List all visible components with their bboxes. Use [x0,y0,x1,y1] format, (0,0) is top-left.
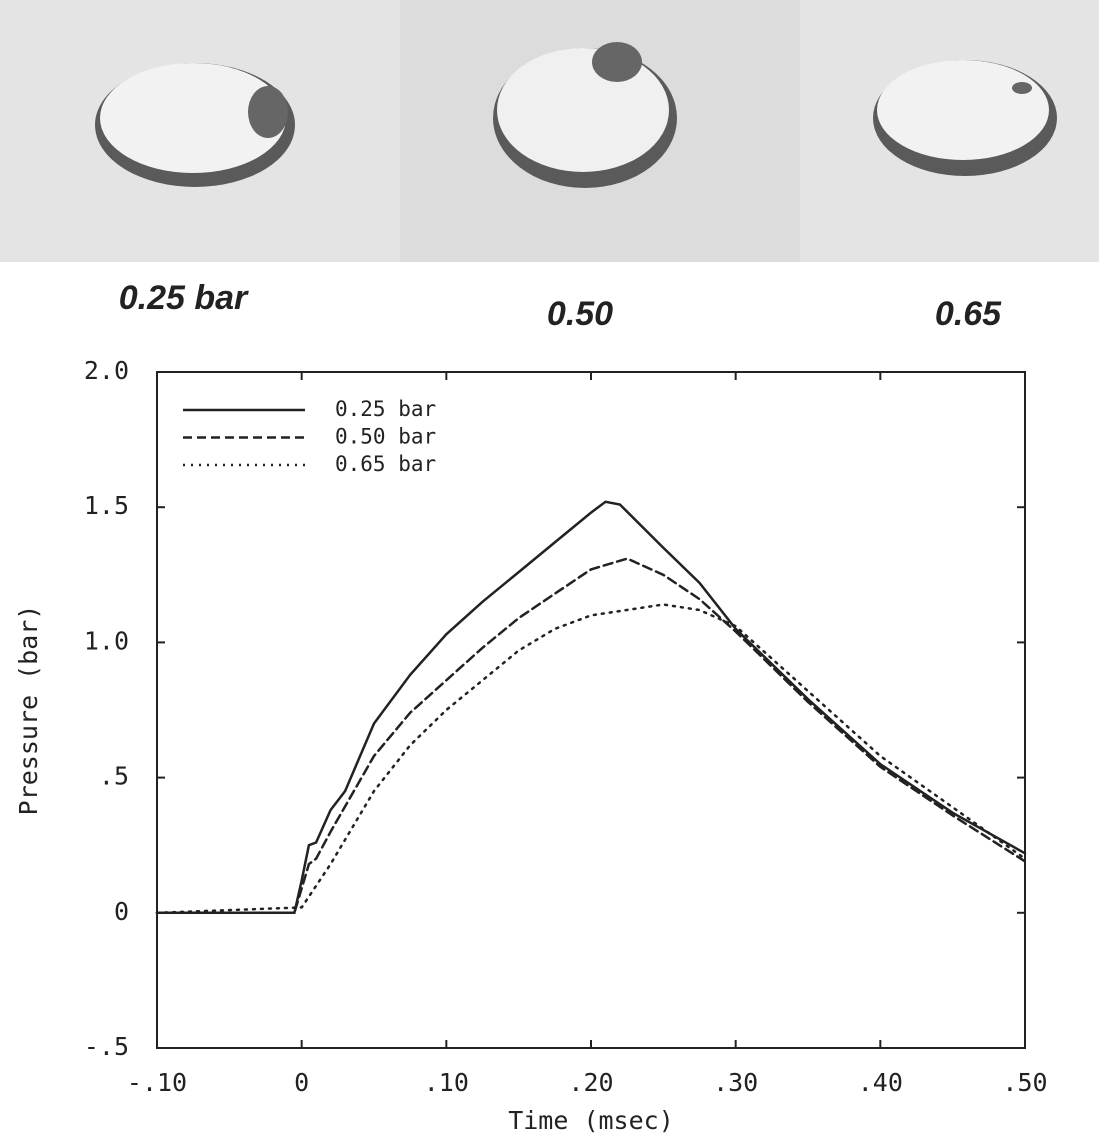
legend-label: 0.65 bar [335,452,436,476]
data-line [155,557,1027,915]
data-line [155,500,1027,915]
photo-label: 0.25 bar [119,279,249,317]
y-tick-label: -.5 [84,1032,129,1061]
photo-strip [0,0,1099,262]
x-tick-label: .20 [568,1068,613,1097]
x-tick-label: .10 [424,1068,469,1097]
x-tick-label: .50 [1002,1068,1047,1097]
photo-label: 0.50 [547,295,613,333]
plot-frame [156,371,1026,1049]
x-tick-label: -.10 [127,1068,187,1097]
y-tick-label: 1.0 [84,626,129,655]
y-tick-label: .5 [99,762,129,791]
y-tick-label: 1.5 [84,491,129,520]
legend-label: 0.25 bar [335,397,436,421]
y-axis-label: Pressure (bar) [14,605,43,816]
photo-label: 0.65 [935,295,1002,333]
y-tick-label: 2.0 [84,356,129,385]
x-tick-label: 0 [294,1068,309,1097]
x-tick-label: .40 [858,1068,903,1097]
x-tick-label: .30 [713,1068,758,1097]
x-axis-label: Time (msec) [508,1106,674,1135]
y-tick-label: 0 [114,897,129,926]
legend-label: 0.50 bar [335,425,436,449]
data-line [155,603,1027,915]
